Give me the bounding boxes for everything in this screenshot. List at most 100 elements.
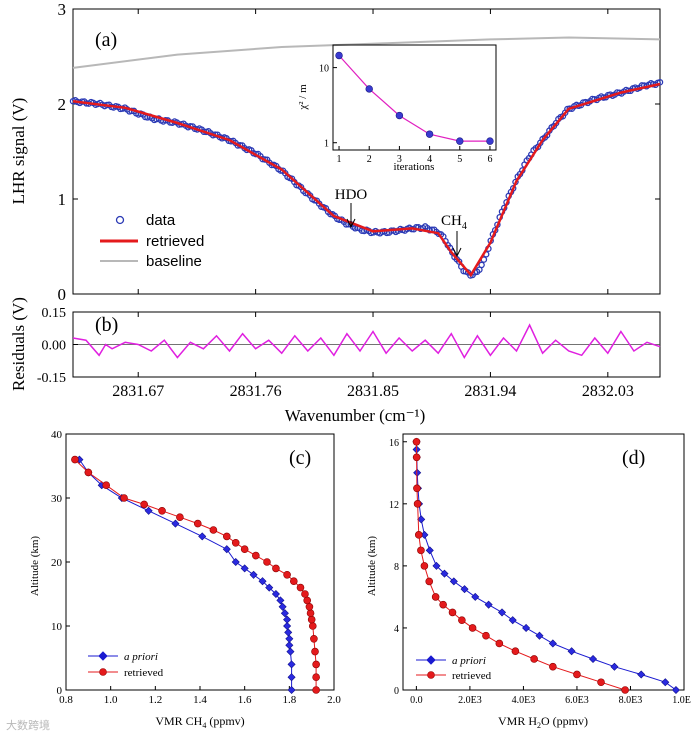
legend-baseline-label: baseline (146, 253, 202, 270)
apriori-point (278, 602, 287, 611)
legend-retrieved-label: retrieved (146, 233, 204, 250)
ytick-label: 30 (51, 493, 63, 505)
retrieved-point (468, 624, 477, 632)
inset-xtick-label: 4 (427, 154, 432, 165)
retrieved-point (530, 655, 538, 663)
apriori-point (284, 628, 293, 637)
xtick-label: 6.0E3 (565, 695, 589, 706)
retrieved-point (495, 639, 504, 648)
retrieved-point (431, 593, 440, 601)
apriori-point (425, 546, 434, 555)
panel-a-ytick-label: 2 (58, 95, 67, 114)
retrieved-point (140, 500, 148, 509)
ytick-label: 40 (51, 429, 63, 441)
apriori-point (548, 639, 557, 648)
ytick-label: 0 (394, 686, 399, 697)
ytick-label: 20 (51, 557, 63, 569)
apriori-point (283, 615, 292, 624)
retrieved-point (158, 506, 166, 515)
retrieved-point (425, 577, 434, 586)
ytick-label: 0 (57, 685, 63, 697)
xtick-label: 2.0 (327, 694, 341, 706)
apriori-point (522, 623, 531, 632)
retrieved-point (458, 616, 466, 624)
panel-c-ticks: 0.8 1.0 1.2 1.4 1.6 1.8 2.0 0 10 20 30 40 (51, 429, 341, 706)
panel-d: (d) Altitude (km) VMR H2O (ppmv) 0.0 2.0E… (366, 433, 691, 730)
xtick-label: 1.2 (148, 694, 162, 706)
retrieved-point (307, 615, 316, 624)
retrieved-point (209, 526, 218, 534)
xtick-label: 4.0E3 (512, 695, 536, 706)
retrieved-point (223, 532, 231, 541)
apriori-point (471, 592, 480, 601)
ytick-label: 16 (389, 438, 399, 449)
apriori-point (567, 647, 576, 656)
panel-d-label: (d) (622, 447, 645, 469)
inset-xtick-label: 1 (337, 154, 342, 165)
panel-a-inset: χ² / m iterations 1 2 3 4 5 6 1 10 (297, 44, 497, 173)
panel-d-xlabel: VMR H2O (ppmv) (498, 714, 588, 730)
apriori-point (283, 621, 292, 631)
inset-line (338, 55, 490, 142)
baseline-line (72, 36, 661, 69)
apriori-point (497, 608, 507, 617)
retrieved-point (413, 484, 421, 493)
panel-a-ytick-label: 0 (58, 285, 67, 304)
panel-b: (b) Residuals (V) -0.15 0.00 0.15 2831.67 28… (9, 297, 661, 425)
xtick-label: 1.0 (104, 694, 118, 706)
retrieved-point (252, 551, 260, 560)
apriori-point (222, 545, 231, 554)
apriori-point (198, 532, 207, 541)
apriori-point (287, 673, 296, 682)
inset-point (335, 51, 343, 60)
retrieved-point (439, 600, 447, 609)
retrieved-point (296, 583, 305, 592)
retrieved-profile-line (416, 441, 626, 691)
apriori-profile-line (78, 459, 293, 690)
legend-retrieved-label-d: retrieved (452, 670, 492, 682)
panel-d-ylabel: Altitude (km) (366, 536, 378, 597)
inset-xlabel: iterations (394, 161, 435, 173)
panel-b-xtick-label: 2832.03 (582, 383, 634, 400)
panel-d-legend: a priori retrieved (416, 655, 492, 682)
ytick-label: 8 (394, 562, 399, 573)
legend-retrieved-marker-c (99, 668, 107, 676)
inset-xtick-label: 3 (397, 154, 402, 165)
xtick-label: 1.6 (238, 694, 252, 706)
xtick-label: 8.0E3 (619, 695, 643, 706)
inset-ytick-label: 1 (324, 139, 329, 150)
retrieved-point (193, 519, 202, 528)
panel-c: (c) Altitude (km) VMR CH4 (ppmv) 0.8 1.0 1… (29, 429, 341, 730)
panel-d-ticks: 0.0 2.0E3 4.0E3 6.0E3 8.0E3 1.0E4 0 4 8 12 16 (389, 438, 691, 706)
panel-b-xtick-label: 2831.85 (347, 383, 399, 400)
legend-apriori-label-d: a priori (452, 655, 486, 667)
hdo-annotation: HDO (335, 187, 368, 203)
panel-d-series (412, 437, 680, 695)
legend-retrieved-label-c: retrieved (124, 667, 164, 679)
apriori-point (287, 660, 296, 669)
retrieved-point (263, 558, 271, 566)
apriori-point (240, 564, 249, 573)
apriori-point (440, 569, 449, 578)
retrieved-point (420, 562, 429, 570)
inset-point (365, 85, 373, 93)
panel-a-ytick-label: 3 (58, 0, 67, 19)
panel-b-label: (b) (95, 314, 118, 336)
retrieved-point (305, 602, 314, 611)
retrieved-point (312, 686, 320, 694)
retrieved-point (412, 437, 421, 446)
apriori-point (484, 600, 493, 609)
apriori-point (265, 583, 274, 592)
inset-ytick-label: 10 (319, 64, 329, 75)
panel-a-legend: data retrieved baseline (100, 212, 204, 270)
retrieved-point (312, 673, 320, 682)
xtick-label: 1.4 (193, 694, 207, 706)
retrieved-point (301, 590, 309, 598)
apriori-point (460, 585, 469, 594)
xtick-label: 1.8 (282, 694, 296, 706)
legend-retrieved-marker-d (427, 671, 435, 679)
apriori-point (231, 557, 240, 567)
apriori-point (249, 570, 258, 579)
ytick-label: 12 (389, 500, 399, 511)
